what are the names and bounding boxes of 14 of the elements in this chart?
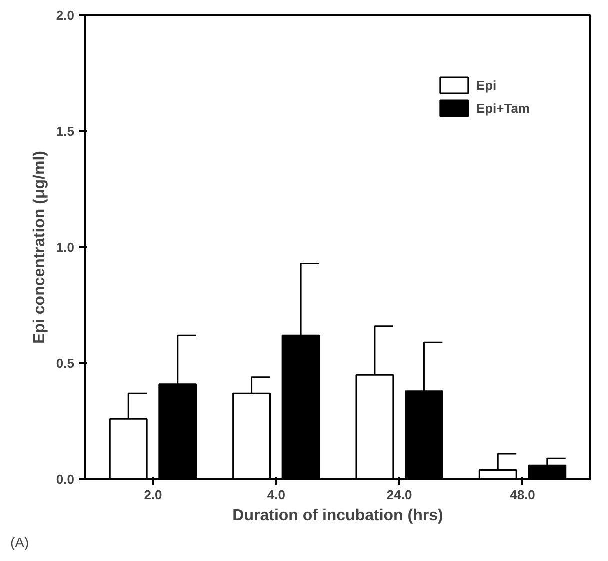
x-tick-label: 4.0 <box>267 488 286 502</box>
x-axis-title: Duration of incubation (hrs) <box>232 508 444 524</box>
legend-label: Epi <box>476 78 497 92</box>
x-tick-label: 2.0 <box>144 488 162 502</box>
y-tick-label: 1.5 <box>56 124 75 139</box>
x-tick-label: 48.0 <box>510 488 536 502</box>
y-axis-title: Epi concentration (μg/ml) <box>31 151 48 344</box>
legend-label: Epi+Tam <box>476 100 530 116</box>
text: (A) <box>10 534 30 550</box>
x-tick-label: 24.0 <box>386 488 412 502</box>
y-tick-label: 2.0 <box>56 8 75 23</box>
y-tick-label: 0.0 <box>56 472 75 487</box>
y-tick-label: 0.5 <box>56 356 75 371</box>
y-tick-label: 1.0 <box>56 240 75 255</box>
